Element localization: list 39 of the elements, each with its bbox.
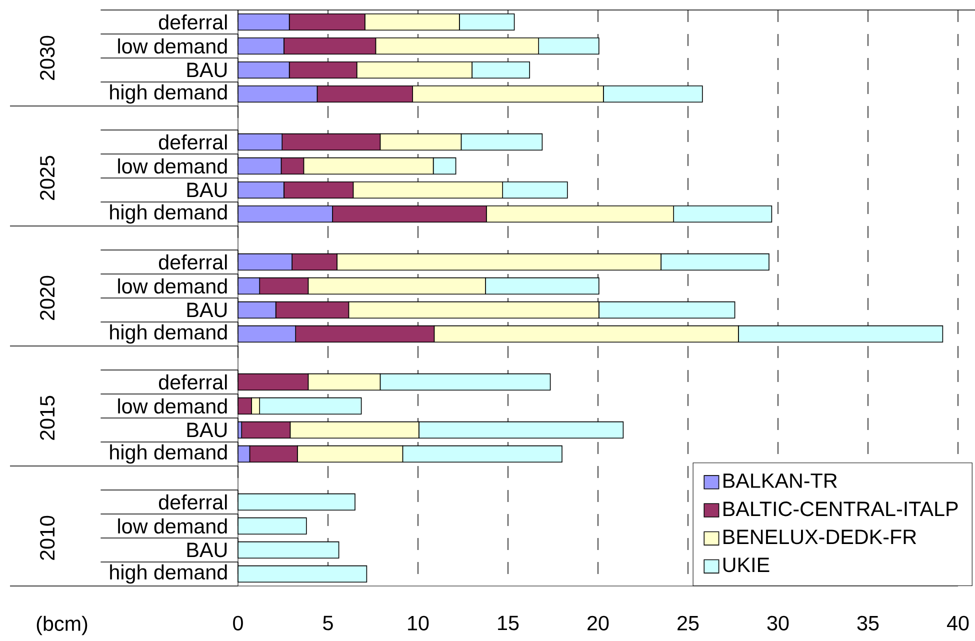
y-tick-label: high demand [110,204,227,224]
x-tick-label: 10 [408,616,429,630]
y-tick-label: deferral [158,374,227,390]
y-tick-label: high demand [110,444,227,464]
x-tick-label: 15 [498,616,519,630]
y-tick-label: low demand [118,398,227,414]
y-tick-label: BAU [187,542,227,558]
y-tick-label: BAU [187,182,227,198]
legend-label: BENELUX-DEDK-FR [724,530,916,544]
x-tick-label: 40 [946,616,969,630]
y-tick-label: BAU [187,302,227,318]
y-tick-label: deferral [158,494,227,510]
text: 2030 [40,36,55,80]
x-tick-label: 5 [323,616,333,630]
text: 2015 [40,396,55,440]
x-tick-label: 20 [588,616,609,630]
y-tick-label: low demand [118,38,227,54]
y-tick-label: BAU [187,422,227,438]
legend-label: BALKAN-TR [724,474,837,488]
y-tick-label: low demand [118,518,227,534]
y-tick-label: deferral [158,134,227,150]
legend-label: UKIE [723,558,770,572]
y-tick-label: low demand [118,158,227,174]
y-tick-label: deferral [158,14,227,30]
y-tick-label: high demand [110,324,227,344]
text: 2020 [40,276,55,320]
y-tick-label: BAU [187,62,227,78]
legend-label: BALTIC-CENTRAL-ITALP [724,502,958,516]
x-tick-label: 30 [767,616,789,630]
y-tick-label: high demand [110,564,227,584]
y-tick-label: low demand [118,278,227,294]
text: 2010 [40,516,55,560]
y-tick-label: high demand [110,84,227,104]
x-tick-label: 0 [233,616,243,630]
y-tick-label: deferral [158,254,227,270]
text: 2025 [40,156,55,200]
x-axis-title: (bcm) [36,616,88,636]
x-tick-label: 35 [857,616,879,630]
x-tick-label: 25 [678,616,699,630]
